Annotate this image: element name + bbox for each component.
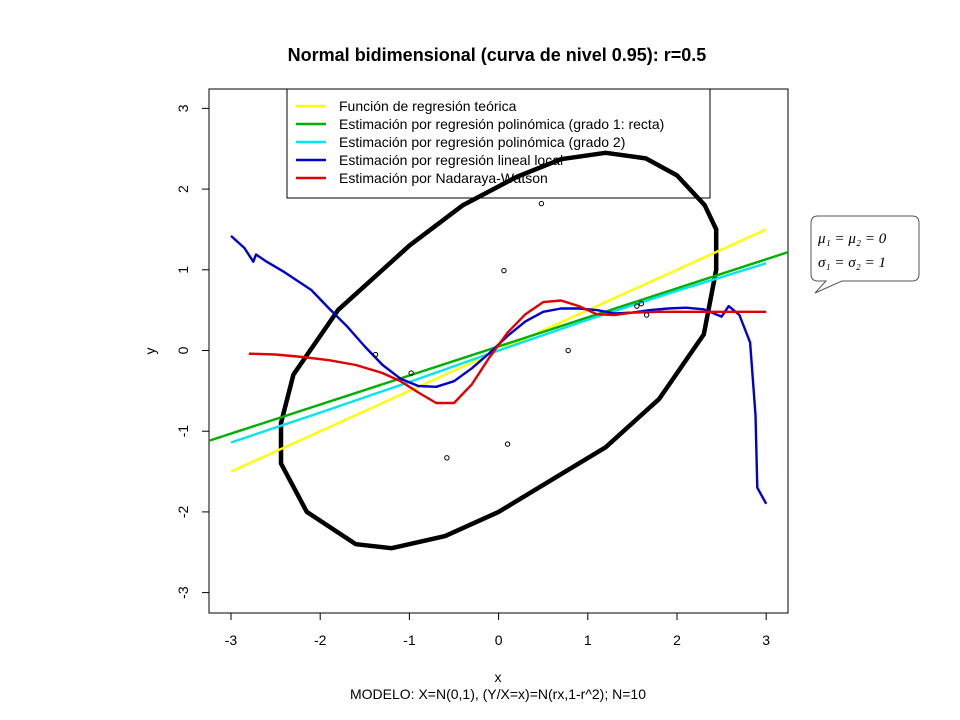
chart-title: Normal bidimensional (curva de nivel 0.9… — [288, 45, 707, 65]
contour-ellipse — [278, 150, 719, 551]
x-tick-label: -1 — [403, 632, 416, 648]
x-tick-label: 1 — [584, 632, 592, 648]
series-line-3 — [230, 262, 767, 444]
legend: Función de regresión teórica Estimación p… — [286, 88, 711, 199]
callout-sigma-text: σ₁ = σ₂ = 1 — [818, 255, 886, 271]
callout-bubble — [810, 215, 920, 294]
y-tick-label: -1 — [175, 425, 191, 438]
x-tick-label: 0 — [495, 632, 503, 648]
y-tick-label: 2 — [175, 185, 191, 193]
series-line-4 — [230, 235, 768, 505]
legend-box — [286, 88, 711, 199]
callout-mu-text: μ₁ = μ₂ = 0 — [817, 231, 887, 247]
parameter-callout: μ₁ = μ₂ = 0 σ₁ = σ₂ = 1 — [810, 215, 920, 294]
y-tick-label: -3 — [175, 586, 191, 599]
x-tick-label: -3 — [225, 632, 238, 648]
legend-entry-label: Estimación por regresión polinómica (gra… — [339, 116, 664, 132]
legend-entry-label: Estimación por Nadaraya-Watson — [339, 170, 548, 186]
data-point — [634, 303, 640, 309]
plot-area: -3 -2 -1 0 1 2 3 -3 -2 -1 0 1 2 3 — [175, 88, 789, 648]
data-point — [643, 312, 650, 318]
data-point — [501, 267, 507, 274]
legend-entry-label: Función de regresión teórica — [339, 98, 517, 114]
series-layer — [209, 150, 788, 551]
x-tick-label: -2 — [314, 632, 327, 648]
y-tick-label: -2 — [175, 505, 191, 518]
y-tick-label: 1 — [175, 266, 191, 274]
legend-entry-label: Estimación por regresión polinómica (gra… — [339, 134, 625, 150]
x-tick-label: 2 — [673, 632, 681, 648]
data-point — [444, 455, 450, 461]
series-line-5 — [248, 299, 767, 405]
data-point — [565, 347, 571, 354]
y-axis: -3 -2 -1 0 1 2 3 — [175, 104, 209, 599]
data-point — [538, 200, 545, 207]
data-point — [408, 370, 414, 376]
data-point — [504, 441, 511, 447]
y-tick-label: 0 — [175, 346, 191, 354]
chart-subtitle: MODELO: X=N(0,1), (Y/X=x)=N(rx,1-r^2); N… — [350, 686, 646, 702]
legend-entry-label: Estimación por regresión lineal local — [339, 152, 563, 168]
y-tick-label: 3 — [175, 104, 191, 112]
x-axis-label: x — [495, 669, 502, 685]
data-point — [372, 351, 379, 358]
data-point — [638, 300, 645, 307]
x-axis: -3 -2 -1 0 1 2 3 — [225, 613, 770, 648]
y-axis-label: y — [142, 348, 158, 355]
x-tick-label: 3 — [762, 632, 770, 648]
points-layer — [372, 200, 650, 461]
